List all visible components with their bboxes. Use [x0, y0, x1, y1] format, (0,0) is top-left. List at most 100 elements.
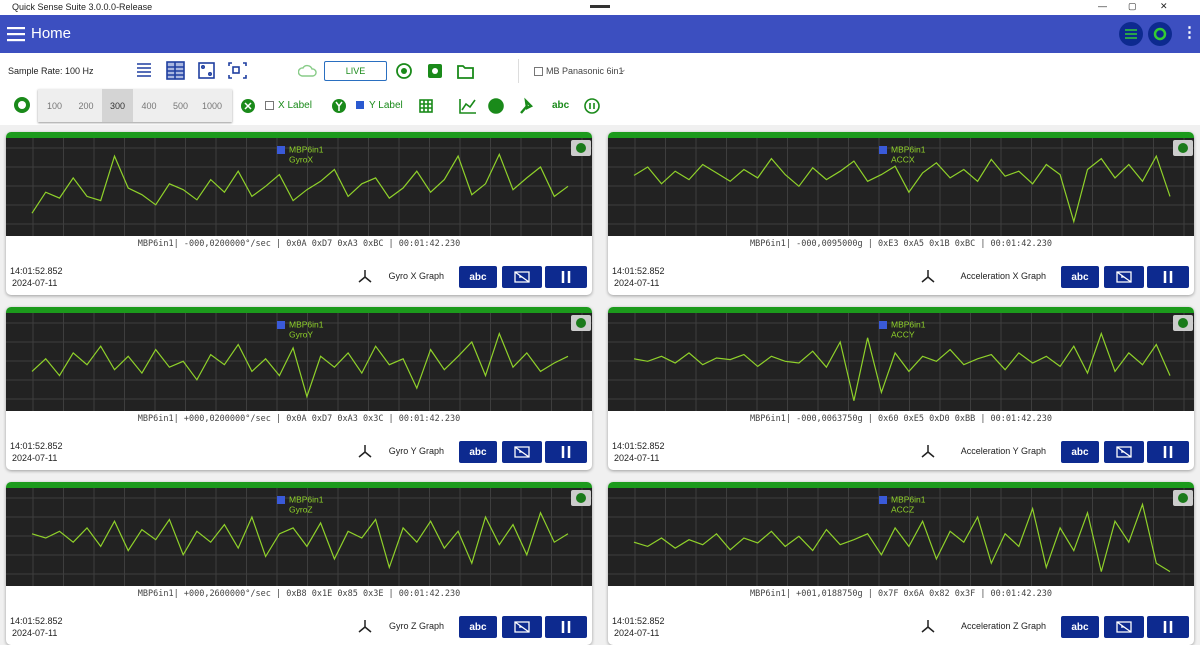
rate-selector [38, 89, 232, 122]
record-icons[interactable] [394, 61, 484, 81]
pause-icon [1163, 621, 1173, 633]
legend-device: MBP6in1 [891, 319, 926, 329]
legend-channel: GyroX [289, 154, 313, 164]
close[interactable]: ✕ [1160, 1, 1168, 11]
legend-channel: ACCY [891, 329, 915, 339]
status-bar [608, 307, 1194, 313]
text-button[interactable]: abc [459, 616, 497, 638]
graph-panel: MBP6in1 ACCY MBP6in1| -000,0063750g | 0x60… [608, 307, 1194, 470]
device-checkbox[interactable] [534, 67, 543, 76]
rate-option[interactable]: 1000 [201, 100, 223, 111]
maximize[interactable]: ▢ [1128, 1, 1137, 11]
pause-icon-shape [561, 446, 571, 458]
hide-icon [514, 446, 530, 458]
legend-checkbox [879, 321, 887, 329]
x-label-checkbox[interactable] [265, 101, 274, 110]
timestamp: 14:01:52.852 [612, 266, 665, 276]
minimize[interactable]: — [1098, 1, 1107, 11]
timestamp: 14:01:52.852 [10, 616, 63, 626]
pause-button[interactable] [1147, 441, 1189, 463]
pause-button[interactable] [1147, 266, 1189, 288]
sensor-icon-shape [358, 445, 372, 458]
live-button[interactable]: LIVE [324, 61, 387, 81]
sensor-icon-shape [358, 620, 372, 633]
pause-button[interactable] [545, 441, 587, 463]
rate-option[interactable]: 300 [102, 89, 133, 122]
live-dot [576, 318, 586, 328]
signal-line [633, 331, 1171, 401]
legend-device: MBP6in1 [289, 144, 324, 154]
app-title: Quick Sense Suite 3.0.0.0-Release [12, 2, 153, 12]
hide-button[interactable] [502, 441, 542, 463]
more-menu[interactable]: ⋮ [1182, 24, 1197, 41]
rate-option[interactable]: 200 [78, 100, 94, 111]
timestamp: 14:01:52.852 [612, 616, 665, 626]
layout-buttons[interactable] [135, 61, 250, 81]
chart-tools[interactable] [418, 97, 618, 115]
sample-rate: Sample Rate: 100 Hz [8, 66, 94, 76]
status-line: MBP6in1| -000,0063750g | 0x60 0xE5 0xD0 … [750, 414, 1052, 424]
rate-option[interactable]: 100 [46, 100, 63, 111]
toolbar-row-2: X Label Y Label abc [0, 88, 1200, 123]
device-select[interactable]: MB Panasonic 6in1 [546, 66, 624, 76]
pause-icon [1163, 271, 1173, 283]
date: 2024-07-11 [12, 278, 58, 288]
sensor-icon-shape [921, 270, 935, 283]
legend-checkbox [277, 146, 285, 154]
sensor-icon-shape [358, 270, 372, 283]
legend-channel: GyroZ [289, 504, 313, 514]
hide-icon [1116, 271, 1132, 283]
pause-button[interactable] [1147, 616, 1189, 638]
hide-button[interactable] [502, 266, 542, 288]
hide-button[interactable] [1104, 441, 1144, 463]
x-axis-icon[interactable] [240, 98, 256, 114]
sensor-icon [358, 270, 372, 283]
divider [518, 59, 519, 83]
text-button[interactable]: abc [1061, 266, 1099, 288]
graph-name: Gyro Z Graph [388, 621, 444, 631]
y-axis-icon[interactable] [331, 98, 347, 114]
timestamp: 14:01:52.852 [10, 266, 63, 276]
text-button[interactable]: abc [1061, 441, 1099, 463]
sensor-icon [358, 620, 372, 633]
hide-button[interactable] [1104, 616, 1144, 638]
dropdown-arrow[interactable]: ⌄ [619, 64, 627, 74]
sensor-icon-shape [921, 620, 935, 633]
status-line: MBP6in1| +001,0188750g | 0x7F 0x6A 0x82 … [750, 589, 1052, 599]
text-tool[interactable]: abc [552, 100, 570, 111]
legend-channel: GyroY [289, 329, 313, 339]
signal-line [31, 331, 569, 399]
legend-device: MBP6in1 [891, 144, 926, 154]
pause-icon-shape [1163, 271, 1173, 283]
brightness-icon[interactable] [12, 95, 32, 115]
rate-option[interactable]: 500 [172, 100, 189, 111]
menu-button[interactable] [7, 26, 25, 42]
header-actions[interactable] [1118, 21, 1178, 47]
y-label-checkbox[interactable] [356, 101, 364, 109]
graph-panel: MBP6in1 GyroY MBP6in1| +000,0200000°/sec |… [6, 307, 592, 470]
text-button[interactable]: abc [459, 441, 497, 463]
text-button[interactable]: abc [1061, 616, 1099, 638]
x-label-toggle[interactable]: X Label [278, 100, 312, 111]
status-bar [608, 132, 1194, 138]
timestamp: 14:01:52.852 [10, 441, 63, 451]
text-button[interactable]: abc [459, 266, 497, 288]
graph-name: Acceleration X Graph [960, 271, 1046, 281]
graph-name: Gyro X Graph [388, 271, 444, 281]
hide-button[interactable] [502, 616, 542, 638]
y-label-toggle[interactable]: Y Label [369, 100, 403, 111]
hide-icon [1116, 446, 1132, 458]
timestamp: 14:01:52.852 [612, 441, 665, 451]
cloud-icon[interactable] [298, 63, 318, 79]
hide-button[interactable] [1104, 266, 1144, 288]
rate-option[interactable]: 400 [141, 100, 157, 111]
sensor-icon [921, 445, 935, 458]
pause-button[interactable] [545, 266, 587, 288]
toolbar: Sample Rate: 100 Hz LIVE MB Panasonic 6i… [0, 53, 1200, 125]
graph-panel: MBP6in1 ACCZ MBP6in1| +001,0188750g | 0x7F… [608, 482, 1194, 645]
live-dot [1178, 493, 1188, 503]
pause-button[interactable] [545, 616, 587, 638]
sensor-icon [921, 270, 935, 283]
